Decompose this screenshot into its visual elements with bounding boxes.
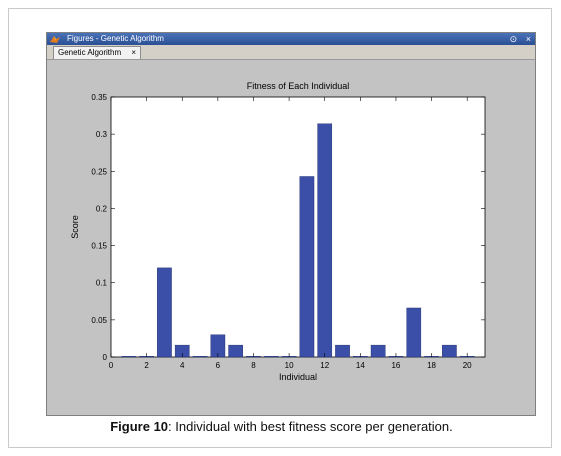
bar-19 (442, 344, 457, 358)
y-axis: 0 0.05 0.1 0.15 0.2 0.25 0.3 0.35 (91, 93, 485, 362)
bar-15 (370, 344, 386, 358)
bar-7 (228, 344, 243, 358)
bar-17 (406, 307, 422, 358)
bar-chart: Fitness of Each Individual 00.050.10.150… (70, 81, 486, 382)
x-axis-label: Individual (279, 372, 317, 382)
y-tick-label: 0 (103, 353, 108, 362)
y-tick-label: 0.35 (91, 93, 107, 102)
bar-5 (192, 356, 208, 358)
tab-close-icon[interactable]: × (131, 48, 137, 57)
chart-title: Fitness of Each Individual (247, 81, 350, 91)
tab-label: Genetic Algorithm (58, 48, 122, 57)
bar-1 (121, 356, 137, 358)
caption-text: : Individual with best fitness score per… (168, 419, 453, 434)
bar-13 (335, 344, 350, 358)
bar-9 (263, 356, 279, 358)
dock-icon[interactable]: ⊙ (509, 34, 518, 44)
y-tick-label: 0.3 (96, 130, 108, 139)
matlab-icon (50, 36, 60, 43)
figure-frame: Figures - Genetic Algorithm ⊙ × Genetic … (8, 8, 552, 448)
y-tick-label: 0.05 (91, 316, 107, 325)
x-tick-label: 18 (427, 361, 436, 370)
x-tick-label: 12 (320, 361, 329, 370)
x-tick-label: 2 (144, 361, 149, 370)
close-icon[interactable]: × (525, 34, 531, 44)
y-tick-label: 0.15 (91, 242, 107, 251)
window-controls: ⊙ × (510, 33, 531, 45)
x-tick-label: 14 (356, 361, 365, 370)
y-tick-label: 0.1 (96, 279, 108, 288)
x-tick-label: 4 (180, 361, 185, 370)
bars-group (121, 123, 475, 358)
plot-area (110, 96, 486, 358)
window-titlebar[interactable]: Figures - Genetic Algorithm ⊙ × (47, 33, 535, 45)
x-tick-label: 6 (216, 361, 221, 370)
tab-strip: Genetic Algorithm × (47, 45, 535, 60)
axes-area: Fitness of Each Individual 0 0.05 0.1 0.15 0… (47, 59, 535, 417)
caption-label: Figure 10 (110, 419, 169, 434)
x-tick-label: 10 (285, 361, 294, 370)
bar-11 (299, 176, 315, 358)
x-tick-label: 20 (463, 361, 472, 370)
x-axis: 0 2 4 6 8 10 12 14 16 18 20 (109, 97, 472, 370)
figure-caption: Figure 10: Individual with best fitness … (1, 419, 561, 434)
x-tick-label: 0 (109, 361, 114, 370)
bar-3 (157, 267, 172, 358)
bar-12 (317, 123, 333, 358)
y-tick-label: 0.2 (96, 204, 108, 213)
y-tick-label: 0.25 (91, 167, 107, 176)
window-title: Figures - Genetic Algorithm (67, 34, 164, 43)
figure-window: Figures - Genetic Algorithm ⊙ × Genetic … (46, 32, 536, 416)
x-tick-label: 8 (251, 361, 256, 370)
x-tick-label: 16 (391, 361, 400, 370)
y-axis-label: Score (70, 215, 80, 239)
tab-genetic-algorithm[interactable]: Genetic Algorithm × (53, 46, 142, 59)
